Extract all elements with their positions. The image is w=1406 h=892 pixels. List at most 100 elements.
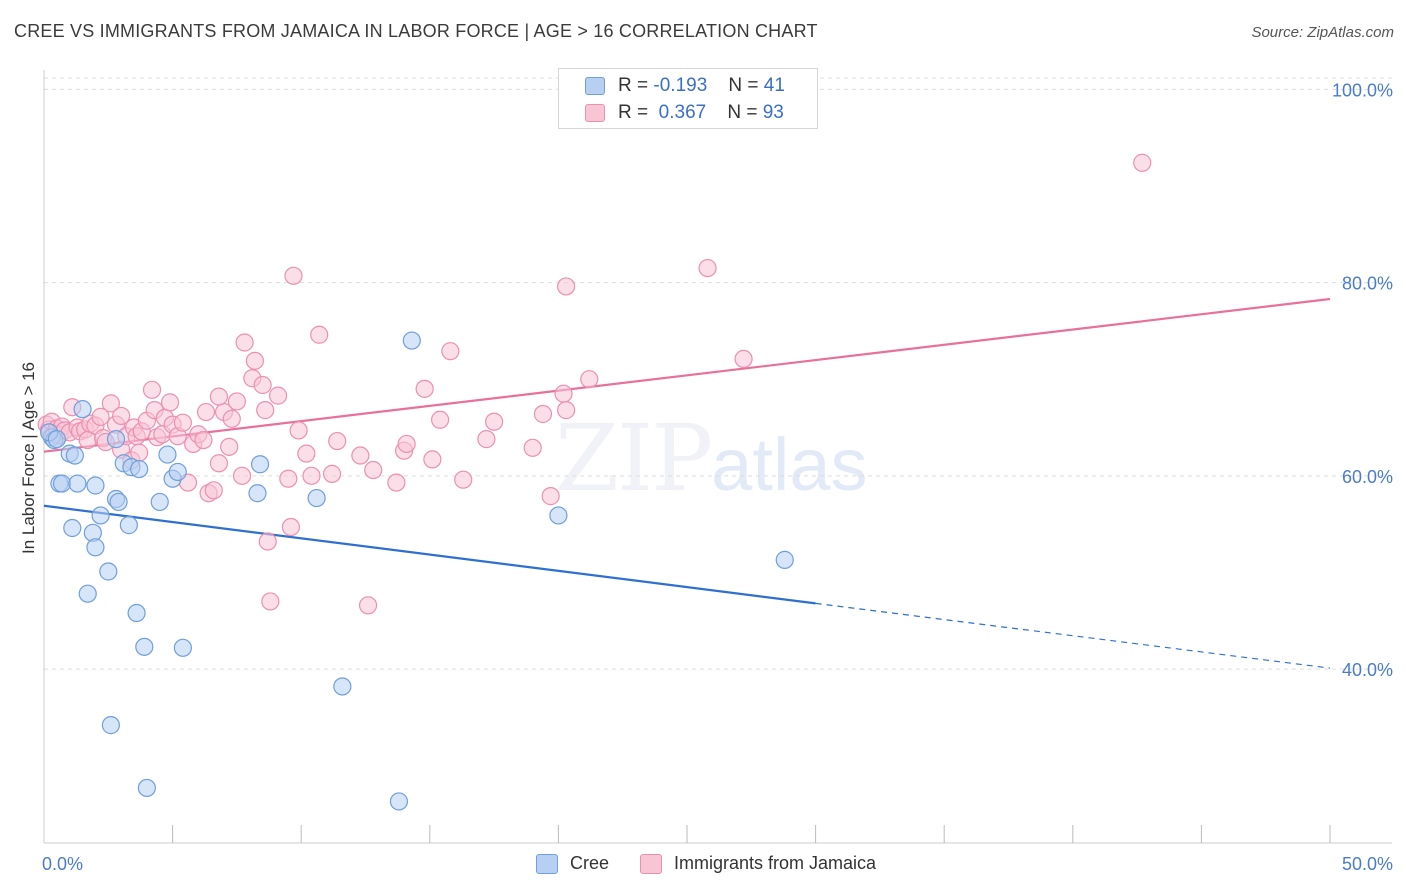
- jamaica-point-50: [232, 466, 252, 485]
- cree-point-11: [86, 476, 105, 495]
- jamaica-point-59: [279, 469, 298, 488]
- jamaica-n-label: N =: [727, 102, 758, 123]
- jamaica-point-88: [1133, 153, 1152, 172]
- jamaica-r-value: 0.367: [658, 102, 707, 123]
- jamaica-point-16: [91, 407, 110, 426]
- y-tick-label-40: 40.0%: [1342, 660, 1393, 680]
- cree-swatch: [585, 77, 605, 95]
- y-tick-label-80: 80.0%: [1342, 274, 1393, 294]
- jamaica-point-57: [261, 592, 280, 611]
- jamaica-point-86: [734, 349, 753, 369]
- jamaica-point-29: [142, 380, 162, 399]
- jamaica-trend-line: [43, 297, 1331, 453]
- jamaica-point-76: [441, 342, 460, 361]
- jamaica-point-34: [160, 393, 180, 412]
- axis-labels: 40.0% 60.0% 80.0% 100.0% 0.0% 50.0% In Labor F…: [19, 80, 1393, 874]
- y-axis-label: In Labor Force | Age > 16: [19, 362, 38, 554]
- cree-point-8: [73, 400, 92, 419]
- jamaica-point-91: [209, 387, 228, 406]
- cree-point-24: [135, 637, 154, 656]
- cree-point-34: [333, 677, 352, 696]
- jamaica-point-66: [328, 431, 347, 451]
- jamaica-n-value: 93: [762, 102, 784, 123]
- cree-point-37: [549, 506, 568, 525]
- jamaica-point-68: [358, 596, 378, 615]
- watermark-atlas: atlas: [711, 423, 868, 506]
- jamaica-point-47: [220, 437, 239, 456]
- jamaica-point-65: [322, 464, 342, 483]
- cree-point-18: [109, 492, 128, 512]
- cree-point-32: [250, 455, 270, 474]
- jamaica-legend-swatch: [640, 854, 662, 874]
- series-legend: Cree Immigrants from Jamaica: [0, 852, 1406, 880]
- jamaica-point-79: [485, 412, 504, 431]
- correlation-legend: R = -0.193 N = 41 R = 0.367 N = 93: [558, 68, 818, 129]
- x-tick-label-max: 50.0%: [1342, 854, 1393, 874]
- jamaica-point-80: [523, 438, 542, 457]
- cree-point-13: [91, 506, 110, 525]
- watermark-zip: ZIP: [555, 405, 713, 512]
- jamaica-point-83: [554, 384, 573, 403]
- cree-point-7: [68, 474, 87, 493]
- jamaica-point-69: [364, 460, 383, 480]
- cree-point-26: [150, 492, 169, 512]
- jamaica-point-64: [310, 325, 329, 344]
- cree-point-14: [99, 562, 118, 581]
- chart-title: CREE VS IMMIGRANTS FROM JAMAICA IN LABOR…: [14, 21, 818, 41]
- cree-point-36: [402, 331, 421, 350]
- jamaica-point-75: [430, 410, 450, 429]
- jamaica-point-37: [173, 413, 192, 432]
- cree-point-12: [86, 538, 105, 557]
- jamaica-point-42: [196, 402, 216, 422]
- jamaica-point-78: [477, 430, 496, 449]
- cree-legend-swatch: [536, 854, 558, 874]
- cree-legend-label: Cree: [570, 853, 610, 873]
- jamaica-point-89: [580, 370, 599, 389]
- jamaica-legend-label: Immigrants from Jamaica: [674, 853, 877, 873]
- cree-point-6: [65, 446, 84, 465]
- jamaica-point-92: [289, 421, 308, 440]
- data-points: [37, 153, 1152, 811]
- cree-point-30: [173, 638, 192, 657]
- x-tick-label-min: 0.0%: [42, 854, 83, 874]
- jamaica-point-56: [258, 532, 277, 551]
- jamaica-point-70: [387, 473, 406, 492]
- jamaica-point-85: [557, 277, 576, 296]
- jamaica-point-51: [235, 333, 254, 352]
- jamaica-swatch: [585, 104, 605, 122]
- cree-point-25: [137, 778, 156, 798]
- jamaica-point-41: [194, 430, 213, 450]
- cree-point-22: [127, 603, 146, 623]
- jamaica-point-72: [397, 434, 416, 454]
- y-tick-label-100: 100.0%: [1332, 80, 1393, 100]
- jamaica-point-45: [209, 454, 228, 473]
- jamaica-point-77: [454, 470, 473, 489]
- cree-point-3: [52, 474, 72, 493]
- jamaica-point-74: [423, 450, 442, 469]
- jamaica-point-82: [541, 487, 560, 506]
- cree-point-29: [168, 462, 187, 482]
- jamaica-point-22: [112, 406, 131, 426]
- watermark: ZIPatlas: [555, 405, 867, 512]
- jamaica-point-73: [415, 379, 434, 398]
- cree-point-16: [106, 430, 126, 449]
- cree-point-27: [158, 445, 177, 464]
- cree-point-33: [307, 488, 326, 508]
- jamaica-point-67: [351, 446, 370, 465]
- axes: [43, 70, 1392, 844]
- y-tick-label-60: 60.0%: [1342, 467, 1393, 487]
- jamaica-r-label: R =: [618, 102, 649, 123]
- jamaica-point-87: [698, 258, 717, 278]
- cree-n-value: 41: [763, 75, 785, 96]
- trend-lines: [43, 297, 1331, 669]
- jamaica-point-61: [284, 266, 303, 285]
- jamaica-point-63: [302, 466, 321, 485]
- cree-trend-extension: [815, 602, 1331, 669]
- jamaica-point-60: [281, 517, 301, 537]
- cree-point-38: [775, 550, 794, 569]
- jamaica-point-58: [268, 386, 288, 405]
- cree-point-40: [47, 430, 66, 449]
- cree-point-20: [119, 516, 138, 535]
- cree-point-15: [101, 716, 120, 735]
